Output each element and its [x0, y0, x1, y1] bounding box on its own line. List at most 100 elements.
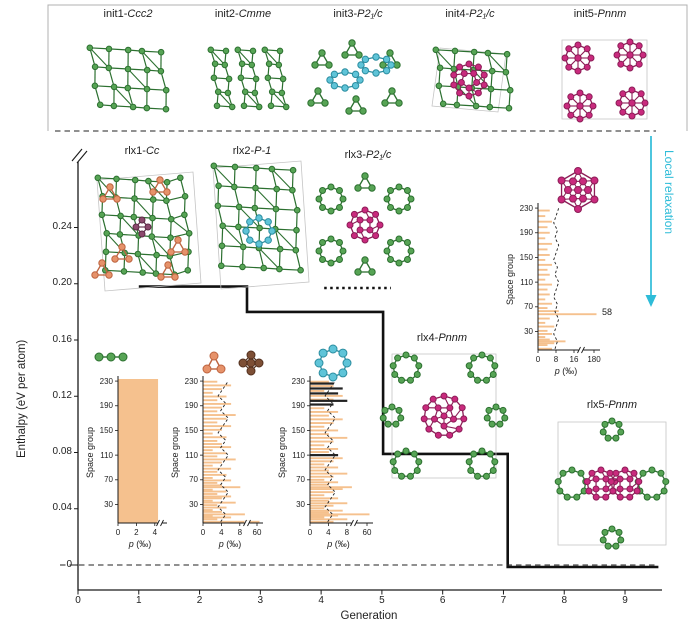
- building-block-molecules: [94, 167, 599, 382]
- inset-x-axis-label: p (‰): [218, 539, 242, 549]
- space-group-58-annotation: 58: [602, 307, 613, 317]
- inset-x-break-tick-label: 180: [587, 354, 601, 364]
- x-tick-label: 7: [500, 595, 507, 606]
- structure-label-space-group: Pnnm: [608, 399, 638, 411]
- histogram-inset-2: [200, 376, 263, 527]
- rlx3-label: rlx3-P2₁/c: [313, 149, 423, 162]
- enthalpy-series: [60, 285, 659, 569]
- inset-x-tick-label: 0: [200, 527, 206, 537]
- inset-y-tick-label: 150: [99, 425, 113, 435]
- inset-y-tick-label: 230: [99, 376, 113, 386]
- inset-y-tick-label: 110: [185, 450, 198, 460]
- inset-x-tick-label: 0: [535, 354, 541, 364]
- inset-x-break-tick-label: 60: [362, 527, 372, 537]
- y-tick-label: 0.16: [52, 333, 72, 345]
- init4-label: init4-P2₁/c: [415, 8, 525, 21]
- inset-y-tick-label: 110: [100, 450, 113, 460]
- inset-y-tick-label: 150: [519, 252, 533, 262]
- inset-x-tick-label: 16: [569, 354, 579, 364]
- x-tick-label: 1: [135, 595, 142, 606]
- structure-label-prefix: rlx5-: [586, 399, 609, 411]
- inset-y-tick-label: 70: [524, 302, 533, 312]
- inset-y-tick-label: 230: [184, 376, 198, 386]
- x-tick-label: 5: [379, 595, 385, 606]
- structure-init3: [307, 39, 403, 115]
- structure-label-space-group: P-1: [254, 145, 272, 157]
- init5-label: init5-Pnnm: [545, 8, 655, 21]
- structure-label-space-group: P2₁/c: [469, 8, 495, 20]
- histogram-inset-3: [307, 376, 373, 527]
- inset-x-tick-label: 0: [307, 527, 313, 537]
- inset-x-break-tick-label: 60: [252, 527, 262, 537]
- x-tick-label: 9: [622, 595, 628, 606]
- inset-y-tick-label: 110: [520, 277, 533, 287]
- inset-y-tick-label: 230: [291, 376, 305, 386]
- x-tick-label: 6: [439, 595, 446, 606]
- structure-rlx1: [91, 171, 202, 292]
- structure-label-space-group: Pnnm: [438, 332, 468, 344]
- rlx5-label: rlx5-Pnnm: [557, 399, 667, 412]
- inset-y-tick-label: 70: [296, 475, 305, 485]
- structure-label-prefix: init2-: [214, 8, 239, 20]
- inset-x-tick-label: 4: [219, 527, 224, 537]
- structure-label-prefix: init3-: [333, 8, 358, 20]
- structure-label-prefix: init4-: [445, 8, 470, 20]
- x-tick-label: 4: [318, 595, 324, 606]
- inset-y-tick-label: 150: [184, 425, 198, 435]
- x-tick-label: 3: [257, 595, 264, 606]
- y-axis-title: Enthalpy (eV per atom): [16, 339, 28, 458]
- structure-init1: [86, 44, 170, 113]
- x-axis-title: Generation: [340, 610, 398, 622]
- inset-y-tick-label: 230: [519, 203, 533, 213]
- x-tick-label: 0: [75, 595, 81, 606]
- structure-init5: [561, 38, 649, 123]
- inset-y-tick-label: 190: [519, 228, 533, 238]
- structure-label-space-group: P2₁/c: [357, 8, 383, 20]
- inset-y-tick-label: 110: [292, 450, 305, 460]
- space-group-histogram-insets: [115, 203, 600, 527]
- y-tick-label: 0.04: [52, 502, 72, 514]
- inset-y-tick-label: 30: [189, 499, 198, 509]
- inset-y-axis-label: Space group: [277, 426, 287, 478]
- rlx4-label: rlx4-Pnnm: [387, 332, 497, 345]
- inset-y-axis-label: Space group: [85, 426, 95, 478]
- structure-init4: [431, 46, 514, 113]
- y-tick-label: 0.20: [52, 277, 72, 289]
- structure-rlx2: [210, 160, 310, 290]
- x-tick-label: 8: [561, 595, 568, 606]
- structure-label-prefix: init5-: [573, 8, 598, 20]
- crystal-structures: [86, 38, 670, 550]
- inset-x-tick-label: 8: [237, 527, 243, 537]
- inset-y-tick-label: 190: [99, 401, 113, 411]
- inset-x-axis-label: p (‰): [128, 539, 152, 549]
- structure-rlx4: [379, 351, 509, 480]
- y-tick-label: 0: [66, 558, 72, 570]
- inset-y-tick-label: 70: [104, 475, 113, 485]
- structure-label-space-group: Ccc2: [127, 8, 153, 20]
- initial-structures-panel-frame: [47, 4, 688, 132]
- rlx2-label: rlx2-P-1: [197, 145, 307, 158]
- structure-label-space-group: Pnnm: [597, 8, 627, 20]
- structure-label-prefix: init1-: [103, 8, 128, 20]
- histogram-inset-4: [535, 203, 600, 354]
- y-tick-label: 0.08: [52, 446, 72, 457]
- inset-x-axis-label: p (‰): [327, 539, 350, 549]
- inset-y-tick-label: 70: [189, 475, 198, 485]
- inset-y-tick-label: 190: [291, 401, 305, 411]
- inset-y-tick-label: 30: [524, 326, 533, 336]
- structure-label-prefix: rlx3-: [344, 149, 366, 161]
- init2-label: init2-Cmme: [188, 8, 298, 21]
- init1-label: init1-Ccc2: [73, 8, 183, 21]
- y-tick-label: 0.24: [52, 221, 72, 232]
- histogram-inset-1: [115, 376, 167, 527]
- structure-label-space-group: Cmme: [238, 8, 272, 20]
- inset-x-tick-label: 8: [553, 354, 559, 364]
- x-tick-label: 2: [196, 595, 203, 606]
- main-axes: [71, 148, 662, 595]
- inset-x-tick-label: 4: [326, 527, 331, 537]
- inset-y-axis-label: Space group: [505, 253, 515, 305]
- inset-y-tick-label: 190: [184, 401, 198, 411]
- inset-y-tick-label: 30: [296, 499, 305, 509]
